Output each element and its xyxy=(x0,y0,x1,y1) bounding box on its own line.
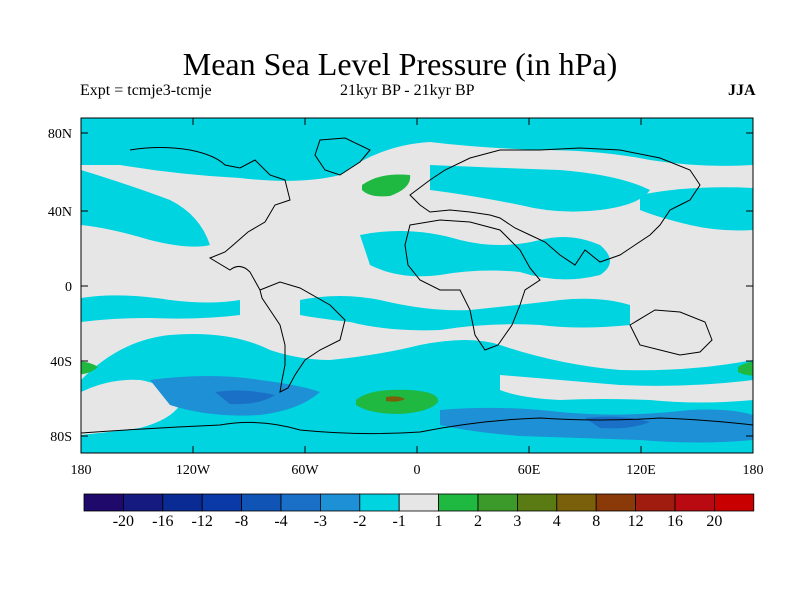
north-america-coast xyxy=(129,147,291,291)
colorbar-swatch xyxy=(438,493,479,512)
colorbar-label: 4 xyxy=(552,513,561,530)
colorbar-swatch xyxy=(477,493,518,512)
colorbar-swatch xyxy=(241,493,282,512)
lat-tick-label: 40S xyxy=(50,355,72,370)
south-atlantic-high xyxy=(356,389,439,414)
colorbar-swatch xyxy=(556,493,597,512)
colorbar-swatch xyxy=(280,493,321,512)
colorbar-swatch xyxy=(398,493,440,512)
colorbar-label: 2 xyxy=(474,513,482,530)
season-label: JJA xyxy=(728,82,756,99)
lon-tick-label: 0 xyxy=(414,463,421,478)
coastlines xyxy=(81,137,753,435)
longitude-axis: 180 120W 60W 0 60E 120E 180 xyxy=(71,118,764,478)
colorbar-swatch xyxy=(595,493,637,512)
nw-pacific-low xyxy=(640,187,753,231)
australia-coast xyxy=(629,309,713,356)
lon-tick-label: 180 xyxy=(743,463,764,478)
greenland-coast xyxy=(314,137,371,176)
colorbar-label: 3 xyxy=(513,513,522,530)
colorbar-label: -8 xyxy=(234,513,249,530)
lon-tick-label: 120W xyxy=(176,463,211,478)
colorbar-swatch xyxy=(359,493,400,512)
colorbar-label: -12 xyxy=(191,513,213,530)
south-indian-neutral xyxy=(500,375,753,403)
positive-anomaly-regions xyxy=(81,174,753,414)
africa-coast xyxy=(404,219,541,351)
atlantic-band xyxy=(360,231,610,280)
colorbar-label: 20 xyxy=(706,513,723,530)
colorbar-swatch xyxy=(162,493,203,512)
colorbar-swatch xyxy=(83,493,124,512)
experiment-label: Expt = tcmje3-tcmje xyxy=(80,82,212,99)
equatorial-band xyxy=(300,296,630,331)
eurasia-coast xyxy=(409,147,701,266)
lon-tick-label: 60E xyxy=(518,463,541,478)
colorbar xyxy=(83,493,755,512)
colorbar-label: -1 xyxy=(392,513,406,530)
lat-tick-label: 0 xyxy=(65,280,72,295)
lon-tick-label: 60W xyxy=(291,463,319,478)
north-atlantic-high xyxy=(362,174,411,197)
contour-field xyxy=(81,118,753,453)
colorbar-swatch xyxy=(517,493,558,512)
dateline-high xyxy=(81,361,98,375)
south-pacific-deep-low xyxy=(215,390,275,405)
colorbar-label: 8 xyxy=(592,513,601,530)
south-pacific-neutral xyxy=(81,379,180,435)
south-america-coast xyxy=(259,281,346,393)
south-atlantic-max xyxy=(386,396,405,402)
tropical-pacific-strip xyxy=(81,295,240,322)
colorbar-swatch xyxy=(123,493,164,512)
arctic-low xyxy=(81,118,753,181)
antarctica-coast xyxy=(81,417,753,435)
lon-tick-label: 120E xyxy=(626,463,656,478)
colorbar-label: -20 xyxy=(112,513,135,530)
eurasia-low xyxy=(430,165,650,212)
lat-tick-label: 80N xyxy=(48,127,72,142)
colorbar-swatch xyxy=(201,493,242,512)
colorbar-label: 1 xyxy=(434,513,443,530)
latitude-axis: 80N 40N 0 40S 80S xyxy=(48,127,753,445)
lat-tick-label: 80S xyxy=(50,430,72,445)
map-title: Mean Sea Level Pressure (in hPa) xyxy=(182,46,618,82)
colorbar-swatch xyxy=(635,493,676,512)
tasman-high xyxy=(738,361,753,376)
colorbar-label: -2 xyxy=(353,513,367,530)
colorbar-label: -4 xyxy=(274,513,288,530)
lat-tick-label: 40N xyxy=(48,205,72,220)
colorbar-swatch xyxy=(714,493,755,512)
colorbar-swatch xyxy=(319,493,361,512)
period-label: 21kyr BP - 21kyr BP xyxy=(340,82,475,99)
colorbar-swatch xyxy=(674,493,715,512)
colorbar-label: 16 xyxy=(667,513,683,530)
lon-tick-label: 180 xyxy=(71,463,92,478)
colorbar-label: -16 xyxy=(152,513,174,530)
colorbar-label: 12 xyxy=(627,513,644,530)
colorbar-label: -3 xyxy=(313,513,328,530)
north-pacific-low xyxy=(81,170,210,247)
